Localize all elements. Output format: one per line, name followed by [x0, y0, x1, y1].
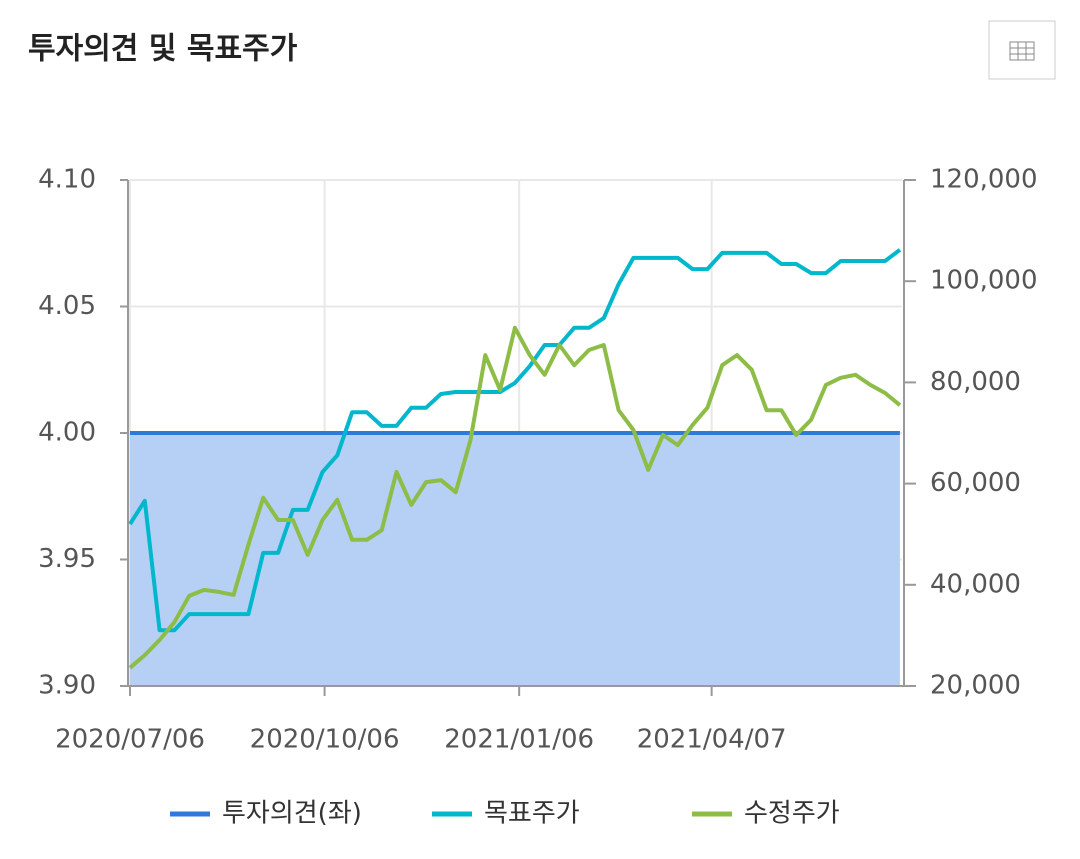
y2-tick-label: 60,000 — [930, 468, 1021, 498]
y-tick-label: 3.95 — [38, 544, 96, 574]
x-tick-label: 2020/07/06 — [55, 725, 205, 755]
x-tick-label: 2021/04/07 — [637, 725, 787, 755]
y2-tick-label: 80,000 — [930, 367, 1021, 397]
y-tick-label: 4.05 — [38, 291, 96, 321]
y-tick-label: 4.00 — [38, 418, 96, 448]
area — [130, 433, 900, 686]
table-icon-grid — [1010, 42, 1034, 60]
chart-title: 투자의견 및 목표주가 — [28, 32, 298, 67]
y2-tick-label: 40,000 — [930, 569, 1021, 599]
line — [128, 325, 902, 670]
y2-tick-label: 100,000 — [930, 266, 1038, 296]
x-tick-label: 2020/10/06 — [250, 725, 400, 755]
legend-label: 수정주가 — [744, 799, 840, 829]
table-button-frame[interactable] — [988, 20, 1056, 80]
legend-label: 투자의견(좌) — [222, 799, 362, 829]
table-icon — [1009, 41, 1035, 61]
y-tick-label: 3.90 — [38, 671, 96, 701]
legend-label: 목표주가 — [484, 799, 580, 829]
line — [128, 248, 902, 633]
y2-tick-label: 120,000 — [930, 165, 1038, 195]
x-tick-label: 2021/01/06 — [444, 725, 594, 755]
table-button[interactable] — [988, 20, 1056, 80]
y-tick-label: 4.10 — [38, 165, 96, 195]
y2-tick-label: 20,000 — [930, 671, 1021, 701]
